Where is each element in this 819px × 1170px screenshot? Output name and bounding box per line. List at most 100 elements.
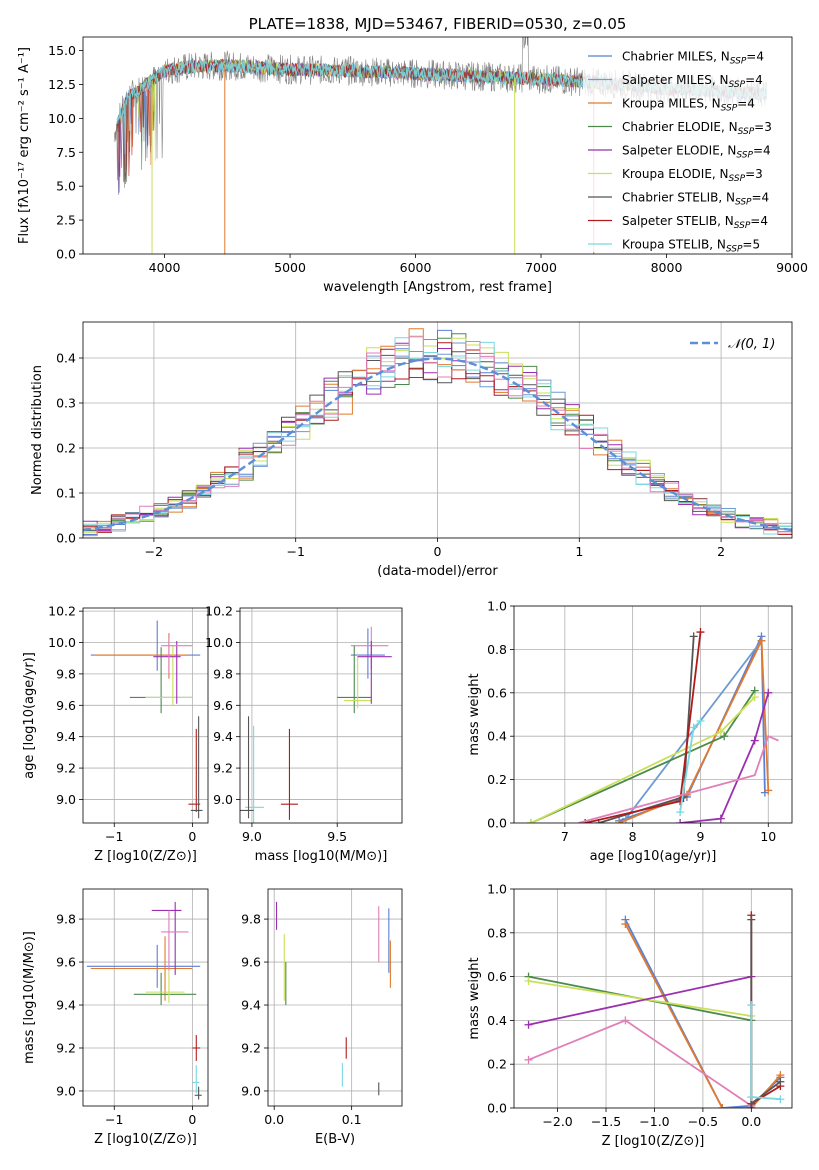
y-tick-label: 0.0 bbox=[56, 247, 76, 262]
y-axis-label: Flux [fλ10⁻¹⁷ erg cm⁻² s⁻¹ A⁻¹] bbox=[17, 47, 32, 244]
residuals-plot bbox=[83, 322, 792, 538]
x-tick-label: 8 bbox=[629, 829, 637, 844]
salpeter-elodie-weights bbox=[528, 975, 752, 1026]
y-tick-label: 9.0 bbox=[56, 1083, 76, 1098]
y-tick-label: 0.8 bbox=[487, 925, 507, 940]
x-tick-label: 4000 bbox=[149, 260, 181, 275]
x-axis-label: mass [log10(M/M⊙)] bbox=[255, 849, 388, 864]
legend-entry-name: Kroupa STELIB, N bbox=[622, 238, 726, 252]
weight-marker bbox=[676, 797, 685, 806]
y-tick-label: 9.4 bbox=[213, 729, 233, 744]
weight-marker bbox=[747, 1093, 756, 1102]
legend-entry: Kroupa MILES, NSSP=4 bbox=[622, 97, 755, 114]
weight-marker bbox=[689, 632, 698, 641]
legend-entry-name: Chabrier STELIB, N bbox=[622, 191, 735, 205]
weight-marker bbox=[747, 915, 756, 924]
y-tick-label: 0.0 bbox=[487, 816, 507, 831]
age_vs_Z-axes: −1 0 9.0 9.2 9.4 9.6 9.8 10.0 10.2 Z [log10(Z/Z⊙)… bbox=[22, 604, 209, 864]
x-tick-label: 9.5 bbox=[327, 829, 347, 844]
y-tick-label: 9.8 bbox=[56, 912, 76, 927]
weight-marker bbox=[764, 688, 773, 697]
mass_vs_Z-frame bbox=[82, 888, 209, 1107]
y-tick-label: 0.4 bbox=[487, 729, 507, 744]
x-tick-label: 8000 bbox=[651, 260, 683, 275]
y-tick-label: 1.0 bbox=[487, 599, 507, 614]
weight-marker bbox=[776, 1077, 785, 1086]
legend-entry-name: Kroupa ELODIE, N bbox=[622, 167, 729, 181]
weight-marker bbox=[615, 819, 624, 823]
legend-entry-sub: SSP bbox=[726, 245, 743, 255]
mass_vs_Z-axes: −1 0 9.0 9.2 9.4 9.6 9.8 Z [log10(Z/Z⊙)] mass [l… bbox=[22, 888, 209, 1147]
weight-marker bbox=[621, 1016, 630, 1025]
legend-entry: Chabrier MILES, NSSP=4 bbox=[622, 50, 764, 67]
weight_vs_Z-plot bbox=[514, 889, 792, 1108]
x-tick-label: 0.1 bbox=[342, 1112, 362, 1127]
legend-entry-count: =4 bbox=[750, 214, 768, 228]
y-tick-label: 0.4 bbox=[56, 351, 76, 366]
legend-entry-count: =4 bbox=[737, 97, 755, 111]
legend-entry-name: Salpeter ELODIE, N bbox=[622, 144, 736, 158]
y-tick-label: 10.0 bbox=[205, 635, 233, 650]
x-tick-label: 0 bbox=[188, 829, 196, 844]
x-tick-label: 0.0 bbox=[741, 1114, 761, 1129]
x-tick-label: −1.5 bbox=[591, 1114, 621, 1129]
y-axis-label: mass weight bbox=[467, 673, 482, 755]
legend-entry: Salpeter STELIB, NSSP=4 bbox=[622, 214, 768, 231]
y-tick-label: 9.4 bbox=[241, 998, 261, 1013]
legend-entry-count: =4 bbox=[753, 144, 771, 158]
legend-entry: Chabrier ELODIE, NSSP=3 bbox=[622, 120, 772, 137]
legend-entry-name: Kroupa MILES, N bbox=[622, 97, 721, 111]
legend-entry-sub: SSP bbox=[730, 57, 747, 67]
legend-entry: Salpeter ELODIE, NSSP=4 bbox=[622, 144, 771, 161]
y-tick-label: 0.6 bbox=[487, 969, 507, 984]
y-tick-label: 0.4 bbox=[487, 1013, 507, 1028]
y-tick-label: 5.0 bbox=[56, 179, 76, 194]
weight-marker bbox=[524, 1055, 533, 1064]
weight_vs_Z-frame bbox=[513, 888, 793, 1109]
y-tick-label: 0.0 bbox=[487, 1101, 507, 1116]
x-tick-label: 5000 bbox=[274, 260, 306, 275]
mass_vs_ebv-axes: 0.0 0.1 9.0 9.2 9.4 9.6 9.8 E(B-V) bbox=[241, 888, 403, 1147]
chabrier-stelib-weights bbox=[750, 919, 781, 1106]
x-tick-label: 6000 bbox=[400, 260, 432, 275]
y-tick-label: 10.2 bbox=[48, 604, 76, 619]
weight-marker bbox=[716, 727, 725, 736]
weight-marker bbox=[716, 814, 725, 823]
y-axis-label: age [log10(age/yr)] bbox=[22, 652, 37, 779]
legend-entry-count: =5 bbox=[742, 238, 760, 252]
legend-entry: Kroupa STELIB, NSSP=5 bbox=[622, 238, 760, 255]
y-tick-label: 10.0 bbox=[48, 635, 76, 650]
weight_vs_Z-axes: −2.0 −1.5 −1.0 −0.5 0.0 0.0 0.2 0.4 0.6 0.8 1.0 Z [… bbox=[467, 882, 793, 1149]
x-axis-label: age [log10(age/yr)] bbox=[590, 849, 717, 864]
weight-marker bbox=[696, 717, 705, 726]
age_vs_mass-frame bbox=[239, 607, 403, 824]
x-tick-label: −1 bbox=[105, 829, 123, 844]
weight-marker bbox=[764, 786, 773, 795]
normal-distribution-curve bbox=[83, 357, 792, 532]
weight_vs_age-frame bbox=[513, 605, 793, 824]
legend-entry-sub: SSP bbox=[721, 104, 738, 114]
legend-entry-count: =4 bbox=[752, 191, 770, 205]
y-tick-label: 15.0 bbox=[48, 43, 76, 58]
x-tick-label: 1 bbox=[575, 544, 583, 559]
x-axis-label: wavelength [Angstrom, rest frame] bbox=[323, 280, 552, 295]
legend-entry-sub: SSP bbox=[734, 221, 751, 231]
legend-entry-count: =4 bbox=[746, 50, 764, 64]
residuals-frame bbox=[82, 321, 793, 539]
y-tick-label: 9.0 bbox=[213, 792, 233, 807]
x-tick-label: 0 bbox=[188, 1112, 196, 1127]
y-tick-label: 9.2 bbox=[213, 761, 233, 776]
legend-background bbox=[583, 42, 789, 252]
weight-marker bbox=[747, 1001, 756, 1010]
y-tick-label: 9.6 bbox=[56, 955, 76, 970]
legend-entry-sub: SSP bbox=[738, 127, 755, 137]
x-tick-label: −1 bbox=[286, 544, 304, 559]
mass_vs_ebv-plot bbox=[268, 889, 402, 1106]
spectrum-axes: 4000 5000 6000 7000 8000 9000 0.0 2.5 5.0 7.5 10.0… bbox=[17, 15, 808, 295]
legend-entry-sub: SSP bbox=[736, 151, 753, 161]
age_vs_mass-plot bbox=[240, 608, 402, 823]
legend-entry: 𝒩(0, 1) bbox=[728, 337, 775, 352]
salpeter-elodie-weights bbox=[680, 692, 770, 823]
x-tick-label: 10 bbox=[760, 829, 776, 844]
x-tick-label: 7 bbox=[561, 829, 569, 844]
